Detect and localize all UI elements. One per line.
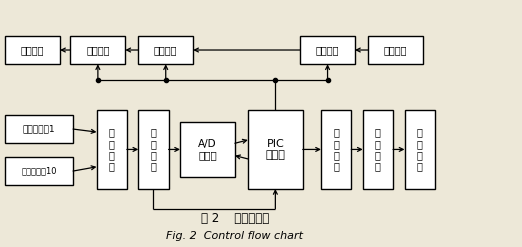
Text: 报警电路: 报警电路	[21, 45, 44, 55]
Bar	[5, 36, 60, 64]
Bar	[5, 115, 73, 143]
Text: 多
路
开
关: 多 路 开 关	[109, 128, 115, 171]
Bar	[321, 110, 351, 189]
Text: 状态开关: 状态开关	[384, 45, 407, 55]
Bar	[97, 110, 127, 189]
Text: 光电隔离: 光电隔离	[316, 45, 339, 55]
Text: 显示电路: 显示电路	[86, 45, 110, 55]
Bar	[300, 36, 355, 64]
Text: PIC
单片机: PIC 单片机	[265, 139, 286, 160]
Text: 驱
动
电
源: 驱 动 电 源	[333, 128, 339, 171]
Bar	[363, 110, 393, 189]
Text: 放
大
电
路: 放 大 电 路	[150, 128, 157, 171]
Bar	[368, 36, 423, 64]
Text: Fig. 2  Control flow chart: Fig. 2 Control flow chart	[167, 231, 303, 241]
Text: 称重传感器1: 称重传感器1	[23, 124, 55, 134]
Bar	[248, 110, 303, 189]
Bar	[138, 110, 169, 189]
Text: 图 2    控制流程图: 图 2 控制流程图	[201, 212, 269, 225]
Text: 称重传感器10: 称重传感器10	[21, 166, 57, 176]
Bar	[70, 36, 125, 64]
Text: 执
行
机
构: 执 行 机 构	[417, 128, 423, 171]
Text: 触摸键盘: 触摸键盘	[154, 45, 177, 55]
Bar	[180, 122, 235, 177]
Text: A/D
转换器: A/D 转换器	[198, 139, 217, 160]
Bar	[405, 110, 435, 189]
Text: 步
进
电
机: 步 进 电 机	[375, 128, 381, 171]
Bar	[138, 36, 193, 64]
Bar	[5, 157, 73, 185]
